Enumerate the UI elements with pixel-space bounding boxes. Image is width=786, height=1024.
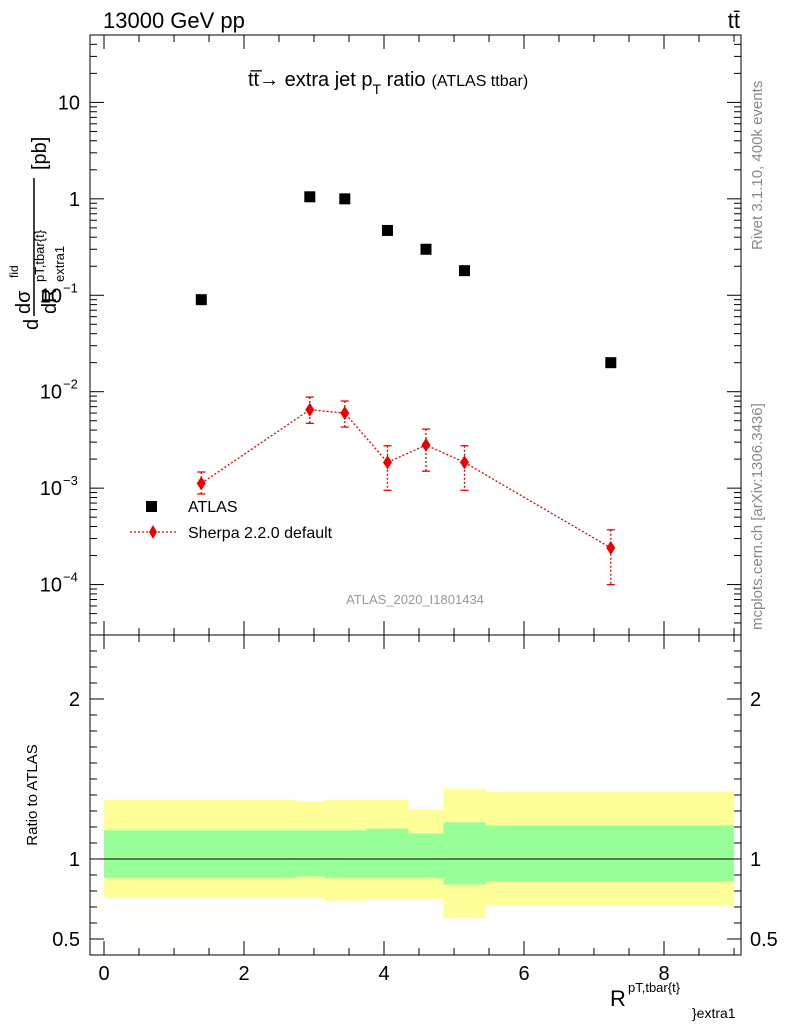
- sherpa-point: [196, 476, 206, 491]
- atlas-point: [339, 193, 351, 205]
- y-tick-label: 10: [40, 285, 62, 307]
- sherpa-point: [305, 402, 315, 417]
- x-tick-label: 2: [238, 963, 249, 985]
- main-x-ticks: [103, 35, 735, 635]
- main-panel-frame: [89, 34, 742, 636]
- x-label-sup: pT,tbar{t}: [628, 980, 681, 995]
- atlas-point: [304, 191, 316, 203]
- legend-sherpa-label: Sherpa 2.2.0 default: [188, 525, 333, 542]
- ratio-band-inner: [408, 833, 444, 879]
- ratio-band-inner: [296, 830, 325, 877]
- y-tick-exponent: −4: [63, 570, 78, 585]
- x-tick-label: 6: [518, 963, 529, 985]
- y-label-den-sub: extra1: [52, 246, 67, 282]
- y-tick-exponent: −2: [63, 377, 78, 392]
- x-tick-label: 4: [378, 963, 389, 985]
- x-tick-label: 0: [98, 963, 109, 985]
- rivet-label: Rivet 3.1.10, 400k events: [749, 81, 766, 250]
- sherpa-point: [340, 406, 350, 421]
- atlas-point: [382, 224, 393, 236]
- legend-sherpa-marker: [149, 525, 157, 539]
- atlas-point: [605, 357, 617, 369]
- plot-title: tt̅→ extra jet pT ratio (ATLAS ttbar): [248, 69, 528, 97]
- y-tick-label: 10: [58, 92, 80, 114]
- plot-title-tail: ratio: [381, 69, 425, 91]
- main-data-marks: [195, 191, 617, 586]
- legend: ATLAS Sherpa 2.2.0 default: [130, 499, 333, 542]
- ratio-y-tick-label: 1: [69, 849, 80, 871]
- x-label-sub: }extra1: [692, 1005, 736, 1021]
- y-tick-label: 10: [40, 575, 62, 597]
- analysis-watermark: ATLAS_2020_I1801434: [346, 592, 484, 607]
- sherpa-point: [383, 455, 392, 470]
- ratio-band-inner: [485, 825, 734, 882]
- ratio-y-tick-label: 2: [69, 689, 80, 711]
- ratio-band-inner: [443, 822, 486, 885]
- plot-title-sub: T: [373, 81, 382, 97]
- plot-title-small: (ATLAS ttbar): [432, 73, 529, 90]
- ratio-y-tick-label-right: 2: [750, 689, 761, 711]
- ratio-y-tick-label-right: 0.5: [750, 929, 778, 951]
- x-label-main: R: [610, 986, 626, 1011]
- y-label-den: dR: [39, 288, 61, 314]
- plot-title-main: tt̅→ extra jet p: [248, 69, 373, 91]
- header-final-state: tt̄: [728, 8, 740, 33]
- atlas-point: [195, 294, 207, 306]
- atlas-point: [459, 265, 470, 277]
- y-label-unit: [pb]: [29, 137, 51, 170]
- ratio-band-inner: [324, 830, 367, 879]
- x-tick-label: 8: [658, 963, 669, 985]
- atlas-point: [420, 243, 432, 255]
- ratio-y-axis: 0.5 0.5 1 1 2 2: [52, 650, 778, 951]
- sherpa-point: [421, 438, 431, 453]
- mcplots-label: mcplots.cern.ch [arXiv:1306.3436]: [749, 403, 766, 630]
- ratio-panel: 0.5 0.5 1 1 2 2 0 2 4 6 8 Ratio to ATLAS R pT,tba…: [24, 634, 778, 1021]
- ratio-y-tick-label-right: 1: [750, 849, 761, 871]
- y-label-den-sup: pT,tbar{t}: [32, 229, 47, 282]
- ratio-y-tick-label: 0.5: [52, 929, 80, 951]
- legend-atlas-label: ATLAS: [188, 499, 238, 516]
- y-label-num-sup: fid: [7, 265, 21, 278]
- main-y-label: d dσ fid dR pT,tbar{t} extra1 [pb]: [7, 137, 67, 330]
- x-axis-label: R pT,tbar{t} }extra1: [610, 980, 736, 1021]
- y-tick-label: 10: [40, 478, 62, 500]
- ratio-band-inner: [104, 830, 297, 879]
- y-tick-label: 1: [69, 189, 80, 211]
- sherpa-point: [460, 455, 469, 470]
- y-tick-exponent: −3: [63, 473, 78, 488]
- legend-atlas-marker: [146, 501, 157, 512]
- ratio-y-label: Ratio to ATLAS: [24, 744, 41, 845]
- ratio-x-axis: 0 2 4 6 8: [98, 635, 735, 985]
- header-process: 13000 GeV pp: [103, 8, 245, 33]
- sherpa-point: [606, 540, 616, 555]
- y-tick-label: 10: [40, 382, 62, 404]
- ratio-band-inner: [366, 828, 409, 879]
- y-label-d: d: [21, 319, 43, 330]
- ratio-bands: [104, 788, 734, 919]
- y-label-num: dσ: [13, 290, 35, 314]
- y-tick-exponent: −1: [63, 280, 78, 295]
